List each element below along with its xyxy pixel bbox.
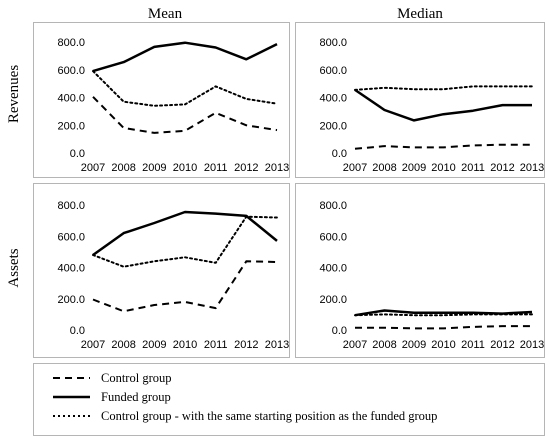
x-tick-label-assets-median-2011: 2011 [461,339,485,351]
series-line-revenues-median-dotted [354,85,533,91]
column-title-mean: Mean [148,6,183,22]
row-title-revenues: Revenues [6,65,22,123]
legend-label-control-same-start: Control group - with the same starting p… [101,409,437,423]
series-line-assets-mean-solid [92,210,278,257]
x-tick-label-assets-median-2008: 2008 [372,339,396,351]
series-line-assets-mean-dotted [92,215,278,268]
y-tick-label-assets-mean-4: 800.0 [57,200,85,212]
x-tick-label-assets-median-2007: 2007 [343,339,367,351]
x-tick-label-assets-mean-2009: 2009 [142,339,166,351]
x-tick-label-revenues-median-2008: 2008 [372,162,396,174]
legend-label-funded: Funded group [101,390,171,404]
y-tick-label-assets-mean-0: 0.0 [70,325,85,337]
x-tick-label-assets-median-2013: 2013 [520,339,544,351]
series-line-revenues-mean-solid [92,41,278,73]
x-tick-label-revenues-median-2011: 2011 [461,162,485,174]
panel-assets-median: 0.0 200.0 400.0 600.0 800.0 2007 2008 2009 2010 2… [319,200,544,351]
x-tick-label-revenues-mean-2007: 2007 [81,162,105,174]
x-tick-label-assets-mean-2010: 2010 [173,339,197,351]
panel-frame-revenues-median [295,22,545,178]
x-tick-label-assets-mean-2007: 2007 [81,339,105,351]
x-tick-label-revenues-mean-2013: 2013 [265,162,289,174]
x-tick-label-assets-median-2010: 2010 [431,339,455,351]
y-tick-label-assets-mean-3: 600.0 [57,231,85,243]
x-tick-label-revenues-median-2009: 2009 [402,162,426,174]
panel-assets-mean: 0.0 200.0 400.0 600.0 800.0 2007 2008 2009 2010 2… [57,200,289,351]
y-tick-label-assets-median-4: 800.0 [319,200,347,212]
x-tick-label-assets-mean-2013: 2013 [265,339,289,351]
panel-frame-revenues-mean [33,22,290,178]
panel-revenues-median: 0.0 200.0 400.0 600.0 800.0 2007 2008 2009 2010 2… [319,37,544,174]
y-tick-label-revenues-median-0: 0.0 [332,148,347,160]
x-tick-label-revenues-median-2012: 2012 [490,162,514,174]
legend-box [33,363,545,436]
series-line-assets-median-dotted [354,313,533,317]
series-line-revenues-mean-dotted [92,70,278,107]
x-tick-label-assets-mean-2011: 2011 [204,339,228,351]
x-tick-label-assets-mean-2008: 2008 [111,339,135,351]
x-tick-label-assets-mean-2012: 2012 [234,339,258,351]
column-title-median: Median [397,6,443,22]
x-tick-label-revenues-median-2007: 2007 [343,162,367,174]
series-line-revenues-mean-dashed [92,96,278,134]
legend-label-control: Control group [101,371,171,385]
x-tick-label-revenues-median-2013: 2013 [520,162,544,174]
y-tick-label-revenues-mean-0: 0.0 [70,148,85,160]
series-line-revenues-median-solid [354,88,532,122]
y-tick-label-revenues-mean-1: 200.0 [57,120,85,132]
legend: Control group Funded group Control group… [53,371,437,423]
y-tick-label-revenues-mean-4: 800.0 [57,37,85,49]
y-tick-label-revenues-mean-2: 400.0 [57,93,85,105]
panel-frame-assets-median [295,183,545,358]
x-tick-label-assets-median-2009: 2009 [402,339,426,351]
panel-frame-assets-mean [33,183,290,358]
x-tick-label-revenues-mean-2010: 2010 [173,162,197,174]
y-tick-label-revenues-median-2: 400.0 [319,93,347,105]
x-tick-label-revenues-mean-2012: 2012 [234,162,258,174]
y-tick-label-assets-median-3: 600.0 [319,231,347,243]
x-tick-label-assets-median-2012: 2012 [490,339,514,351]
y-tick-label-revenues-median-1: 200.0 [319,120,347,132]
plot-layer: 0.0 200.0 400.0 600.0 800.0 2007 2008 2009 2010 2… [57,37,544,351]
series-line-assets-median-dashed [355,325,532,330]
y-tick-label-revenues-mean-3: 600.0 [57,65,85,77]
panel-revenues-mean: 0.0 200.0 400.0 600.0 800.0 2007 2008 2009 2010 2… [57,37,289,174]
series-line-revenues-median-dashed [354,143,532,150]
y-tick-label-assets-mean-1: 200.0 [57,294,85,306]
y-tick-label-assets-median-1: 200.0 [319,294,347,306]
x-tick-label-revenues-mean-2011: 2011 [204,162,228,174]
y-tick-label-assets-mean-2: 400.0 [57,263,85,275]
row-title-assets: Assets [6,248,22,287]
x-tick-label-revenues-mean-2008: 2008 [111,162,135,174]
y-tick-label-revenues-median-3: 600.0 [319,65,347,77]
series-line-assets-mean-dashed [92,260,278,313]
x-tick-label-revenues-mean-2009: 2009 [142,162,166,174]
y-tick-label-assets-median-0: 0.0 [332,325,347,337]
y-tick-label-revenues-median-4: 800.0 [319,37,347,49]
x-tick-label-revenues-median-2010: 2010 [431,162,455,174]
y-tick-label-assets-median-2: 400.0 [319,263,347,275]
